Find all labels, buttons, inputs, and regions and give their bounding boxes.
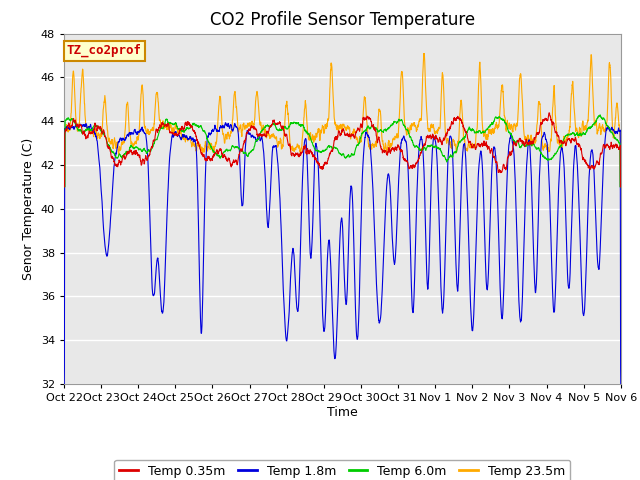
X-axis label: Time: Time [327,406,358,419]
Y-axis label: Senor Temperature (C): Senor Temperature (C) [22,138,35,280]
Legend: Temp 0.35m, Temp 1.8m, Temp 6.0m, Temp 23.5m: Temp 0.35m, Temp 1.8m, Temp 6.0m, Temp 2… [115,460,570,480]
Text: TZ_co2prof: TZ_co2prof [67,44,142,58]
Title: CO2 Profile Sensor Temperature: CO2 Profile Sensor Temperature [210,11,475,29]
